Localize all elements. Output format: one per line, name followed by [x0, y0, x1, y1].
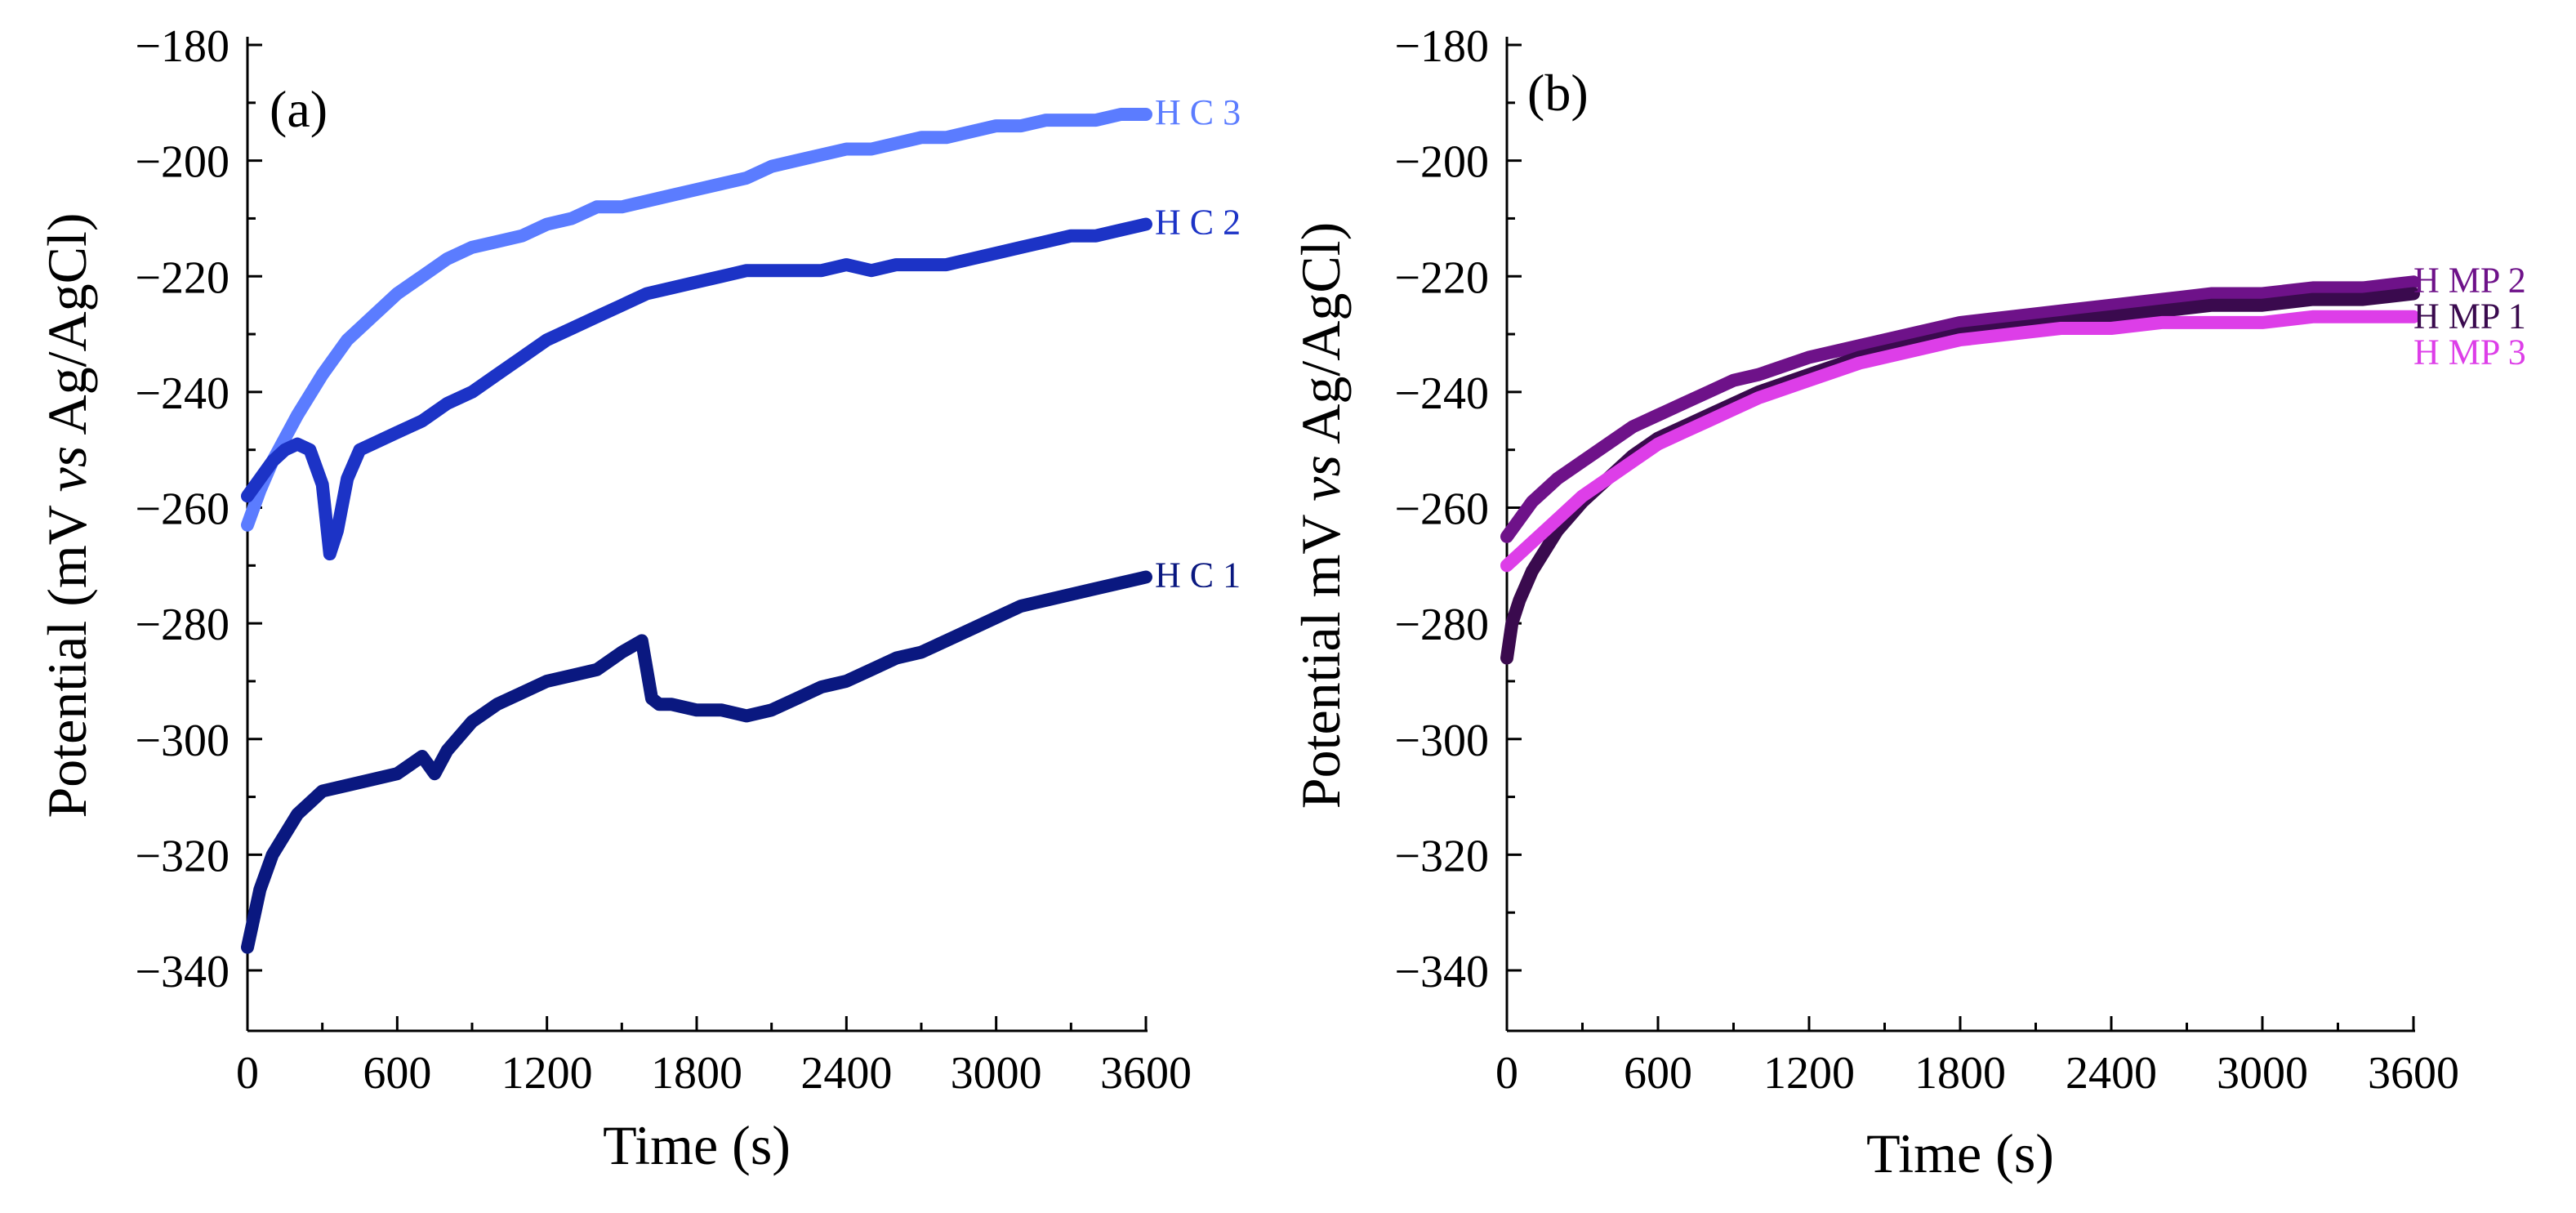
- panel-b-series-line-3: [1500, 310, 2420, 573]
- panel-b-series-label-3: H MP 3: [2413, 332, 2526, 372]
- panel-a-label: (a): [270, 80, 328, 138]
- panel-a-x-tick-label: 0: [236, 1048, 259, 1099]
- panel-a-series-label-2: H C 2: [1155, 203, 1241, 243]
- panel-a-series-label-1: H C 3: [1155, 92, 1241, 132]
- panel-b-y-axis-title-italic: vs: [1290, 455, 1352, 502]
- panel-a-series-label-3: H C 1: [1155, 555, 1241, 595]
- panel-a-y-axis-title-italic: vs: [36, 446, 98, 493]
- panel-b-series-label-2: H MP 1: [2413, 296, 2526, 336]
- panel-a-y-tick-label: −280: [135, 600, 230, 650]
- panel-b-y-tick-label: −300: [1394, 716, 1489, 766]
- panel-a-y-tick-label: −200: [135, 137, 230, 188]
- panel-b-series-line-1: [1500, 275, 2420, 543]
- panel-b-y-axis-title-post: Ag/AgCl): [1290, 222, 1352, 455]
- panel-b-ticks: −180 −200 −220 −240 −260 −280 −300 −320 −340 0 600…: [1394, 21, 2459, 1099]
- panel-a-x-tick-label: 3600: [1100, 1048, 1192, 1099]
- panel-a-x-tick-label: 600: [363, 1048, 431, 1099]
- panel-b-x-tick-label: 600: [1624, 1048, 1692, 1099]
- panel-b-y-tick-label: −260: [1394, 484, 1489, 535]
- panel-a-series-labels: H C 3 H C 2 H C 1: [1155, 92, 1241, 595]
- chart-panel-b: −180 −200 −220 −240 −260 −280 −300 −320 −340 0 600…: [1290, 21, 2526, 1184]
- panel-b-series-lines: [1500, 275, 2420, 665]
- panel-b-x-axis-title: Time (s): [1866, 1122, 2054, 1184]
- panel-a-y-tick-label: −320: [135, 831, 230, 881]
- panel-a-y-tick-label: −260: [135, 484, 230, 535]
- panel-b-y-tick-label: −180: [1394, 21, 1489, 72]
- panel-a-series-line-3: [241, 570, 1152, 954]
- panel-b-y-axis-title: Potential mV vs Ag/AgCl): [1290, 222, 1352, 809]
- panel-a-series-lines: [241, 108, 1152, 954]
- panel-b-y-tick-label: −280: [1394, 600, 1489, 650]
- panel-a-y-tick-label: −300: [135, 716, 230, 766]
- panel-a-y-tick-label: −340: [135, 947, 230, 997]
- panel-b-y-tick-label: −340: [1394, 947, 1489, 997]
- panel-b-x-tick-label: 0: [1495, 1048, 1518, 1099]
- panel-b-y-axis-title-pre: Potential mV: [1290, 502, 1352, 809]
- panel-b-series-label-1: H MP 2: [2413, 260, 2526, 300]
- chart-panel-a: −180 −200 −220 −240 −260 −280 −300 −320 −340 0 600…: [36, 21, 1241, 1176]
- panel-b-y-tick-label: −220: [1394, 252, 1489, 303]
- panel-b-x-tick-label: 1200: [1763, 1048, 1855, 1099]
- panel-a-y-tick-label: −180: [135, 21, 230, 72]
- panel-b-y-tick-label: −200: [1394, 137, 1489, 188]
- panel-a-y-axis-title-pre: Potential (mV: [36, 492, 98, 818]
- panel-b-x-tick-label: 2400: [2066, 1048, 2157, 1099]
- panel-b-series-labels: H MP 2H MP 1H MP 3: [2413, 260, 2526, 372]
- panel-a-x-tick-label: 2400: [800, 1048, 892, 1099]
- panel-b-y-tick-label: −320: [1394, 831, 1489, 881]
- panel-a-y-tick-label: −220: [135, 252, 230, 303]
- panel-a-x-tick-label: 1800: [651, 1048, 742, 1099]
- panel-a-x-tick-label: 3000: [951, 1048, 1042, 1099]
- panel-a-y-tick-label: −240: [135, 368, 230, 419]
- panel-a-x-axis-title: Time (s): [603, 1114, 791, 1176]
- panel-b-label: (b): [1527, 64, 1589, 122]
- panel-b-y-tick-label: −240: [1394, 368, 1489, 419]
- panel-a-series-line-1: [241, 108, 1152, 532]
- panel-b-x-tick-label: 1800: [1914, 1048, 2006, 1099]
- panel-b-x-tick-label: 3000: [2217, 1048, 2308, 1099]
- panel-a-y-axis-title-post: Ag/AgCl): [36, 212, 98, 445]
- panel-a-ticks: −180 −200 −220 −240 −260 −280 −300 −320 −340 0 600…: [135, 21, 1192, 1099]
- panel-a-y-axis-title: Potential (mV vs Ag/AgCl): [36, 212, 98, 818]
- panel-a-x-tick-label: 1200: [501, 1048, 593, 1099]
- panel-b-x-tick-label: 3600: [2368, 1048, 2459, 1099]
- panel-a-series-line-2: [241, 217, 1152, 561]
